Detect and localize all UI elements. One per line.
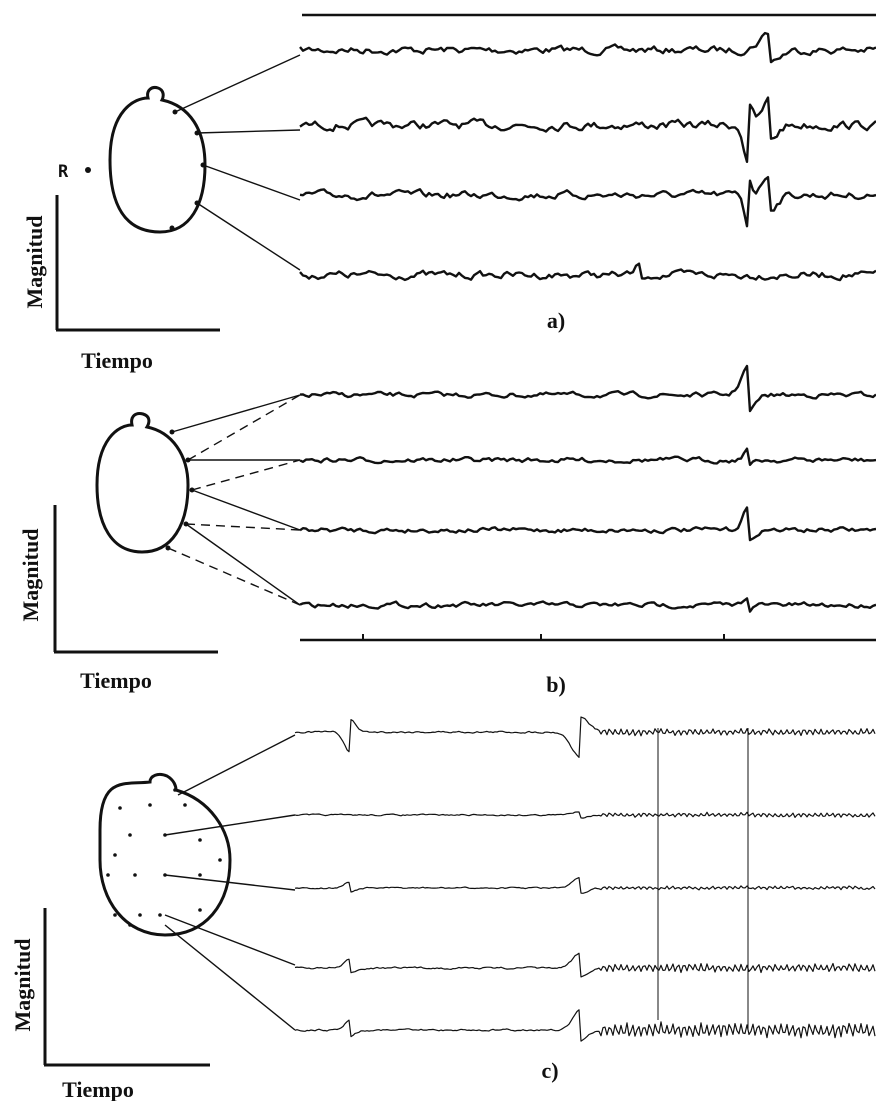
electrode	[198, 873, 202, 877]
y-axis-label: Magnitud	[18, 529, 43, 622]
reference-dot	[85, 167, 91, 173]
electrode-wire	[187, 394, 301, 461]
electrode	[158, 913, 162, 917]
y-axis-label: Magnitud	[10, 939, 35, 1032]
electrode-wire	[164, 924, 296, 1031]
eeg-trace	[299, 176, 876, 228]
electrode	[113, 913, 117, 917]
electrode-wire	[191, 489, 301, 531]
panel-b: Magnitud Tiempo b)	[18, 412, 876, 697]
electrode	[118, 806, 122, 810]
electrode-wire	[164, 814, 296, 836]
x-axis-label: Tiempo	[80, 668, 152, 693]
electrode	[106, 873, 110, 877]
electrode-wire	[174, 54, 301, 113]
electrode-wire	[167, 547, 301, 606]
electrode	[148, 803, 152, 807]
electrode	[138, 913, 142, 917]
x-axis-label: Tiempo	[81, 348, 153, 373]
electrode-wire	[196, 202, 301, 271]
electrode-wire	[171, 394, 301, 433]
electrode	[169, 225, 175, 231]
eeg-trace	[294, 1009, 876, 1042]
panel-label: c)	[541, 1058, 558, 1083]
eeg-trace	[299, 447, 876, 466]
eeg-trace	[294, 952, 876, 978]
eeg-trace	[299, 31, 876, 64]
electrode-wire	[177, 734, 296, 796]
y-axis-label: Magnitud	[22, 216, 47, 309]
electrode	[183, 803, 187, 807]
panel-label: a)	[547, 308, 565, 333]
x-axis-label: Tiempo	[62, 1077, 134, 1101]
time-ticks	[362, 634, 725, 640]
electrode	[133, 873, 137, 877]
electrode-wire	[191, 459, 301, 491]
eeg-trace	[294, 811, 876, 819]
electrode-wire	[164, 914, 296, 966]
electrode-wire	[196, 129, 301, 134]
electrode	[165, 545, 171, 551]
panel-c: Magnitud Tiempo c)	[10, 728, 749, 1101]
eeg-trace	[299, 364, 876, 413]
electrode	[128, 923, 132, 927]
electrode-wire	[164, 874, 296, 891]
eeg-trace	[299, 597, 876, 613]
electrode-wire	[185, 523, 301, 606]
electrode	[198, 838, 202, 842]
electrode-wire	[185, 523, 301, 531]
eeg-trace	[294, 877, 876, 894]
panel-label: b)	[546, 672, 566, 697]
eeg-trace	[299, 506, 876, 542]
electrode	[113, 853, 117, 857]
electrode	[128, 833, 132, 837]
eeg-trace	[294, 716, 876, 758]
reference-label: R	[58, 162, 69, 182]
panel-a: R Magnitud Tiempo a)	[22, 13, 876, 373]
head-outline	[98, 772, 232, 937]
eeg-trace	[299, 262, 876, 282]
electrode	[198, 908, 202, 912]
electrode	[173, 788, 177, 792]
head-outline	[95, 412, 190, 554]
electrode	[218, 858, 222, 862]
eeg-trace	[299, 96, 876, 163]
head-outline	[108, 86, 207, 234]
electrode-wire	[202, 164, 301, 201]
